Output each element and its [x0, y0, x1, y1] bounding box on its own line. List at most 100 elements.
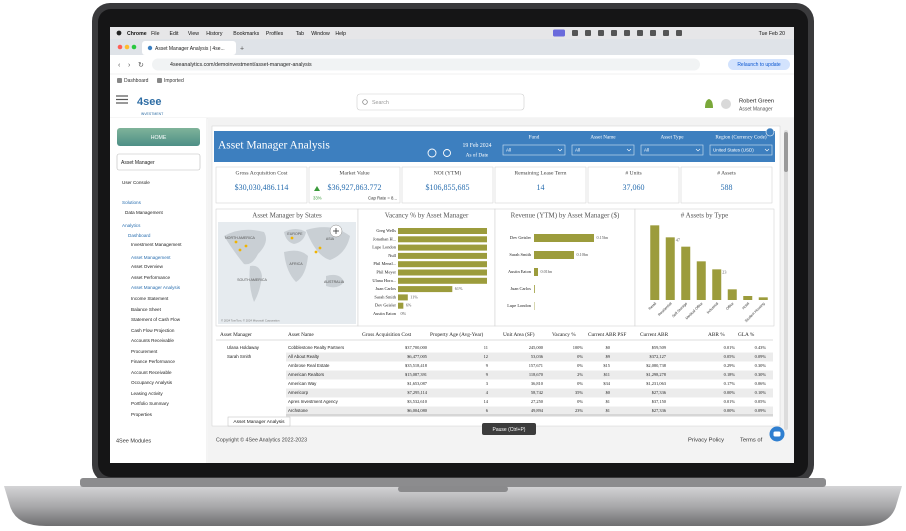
table-cell: 245,000 [529, 345, 544, 351]
nav-button[interactable]: ‹ [118, 62, 121, 69]
nav-item[interactable]: Asset Management [131, 255, 171, 260]
nav-item[interactable]: Analytics [122, 223, 141, 228]
window-control[interactable] [124, 44, 130, 50]
nav-item[interactable]: Leasing Activity [131, 391, 163, 396]
kpi-value: 588 [721, 183, 733, 192]
table-cell: $0 [606, 345, 611, 350]
menu-item[interactable]: Chrome [127, 31, 147, 37]
window-control[interactable] [131, 44, 137, 50]
bookmark[interactable]: Dashboard [124, 78, 149, 84]
nav-item[interactable]: Asset Performance [131, 275, 171, 280]
nav-item[interactable]: Balance Sheet [131, 307, 162, 312]
role-select-value[interactable]: Asset Manager [121, 160, 155, 166]
menu-item[interactable]: Edit [170, 31, 179, 37]
status-icon [572, 30, 578, 36]
chart-panel [357, 208, 496, 327]
filter-dropdown[interactable] [709, 144, 773, 156]
update-button[interactable]: Relaunch to update [737, 62, 781, 68]
nav-item[interactable]: Solutions [122, 200, 142, 205]
expand-icon[interactable] [765, 127, 775, 137]
nav-item[interactable]: Properties [131, 412, 153, 417]
search-icon [362, 99, 368, 105]
map-marker [238, 248, 242, 252]
menu-item[interactable]: Profiles [266, 31, 284, 37]
category-label: Jonathan H... [373, 236, 396, 241]
asset-cell: American Way [288, 381, 317, 386]
bookmark-icon [117, 78, 122, 83]
nav-item[interactable]: Statement of Cash Flow [131, 317, 181, 322]
nav-item[interactable]: Asset Overview [131, 264, 164, 269]
bar [398, 286, 453, 293]
nav-button[interactable]: ↻ [138, 62, 144, 69]
nav-item[interactable]: Cash Flow Projection [131, 328, 175, 333]
table-cell: 0% [577, 399, 583, 404]
kpi-card [308, 166, 401, 204]
nav-item[interactable]: Portfolio Summary [131, 401, 169, 406]
report-tab-label[interactable]: Asset Manager Analysis [233, 419, 285, 425]
omnibox[interactable] [152, 58, 700, 71]
new-tab[interactable]: + [240, 45, 244, 52]
filter-value[interactable]: All [506, 148, 511, 153]
filter-value[interactable]: United States (USD) [713, 148, 754, 153]
active-tab [142, 41, 236, 55]
nav-item[interactable]: Occupancy Analysis [131, 380, 173, 385]
tooltip [482, 423, 536, 435]
logo-sub: INVESTMENT [141, 112, 164, 116]
role-select[interactable] [116, 153, 201, 171]
menu-item[interactable]: File [151, 31, 159, 37]
category-label: Lupe London [507, 303, 532, 308]
nav-button[interactable]: › [128, 62, 131, 69]
filter-dropdown[interactable] [640, 144, 704, 156]
filter-value[interactable]: All [575, 148, 580, 153]
report-tab[interactable] [227, 416, 291, 427]
bell-icon[interactable] [705, 99, 713, 108]
table-cell: $7,295,114 [407, 390, 427, 396]
menu-item[interactable]: Help [335, 31, 346, 37]
nav-item[interactable]: User Console [122, 180, 150, 185]
nav-item[interactable]: Asset Manager Analysis [131, 285, 181, 290]
footer-link[interactable]: Terms of [740, 438, 763, 444]
nav-item[interactable]: Income Statement [131, 296, 169, 301]
table-cell: $59,509 [652, 345, 667, 351]
menu-item[interactable]: Tab [296, 31, 304, 37]
menu-item[interactable]: View [188, 31, 199, 37]
nav-item[interactable]: Accounts Receivable [131, 338, 174, 343]
filter-dropdown[interactable] [571, 144, 635, 156]
nav-item[interactable]: Data Management [125, 210, 164, 215]
nav-item[interactable]: Procurement [131, 349, 158, 354]
update-pill[interactable] [728, 59, 790, 70]
window-control[interactable] [117, 44, 123, 50]
home-button[interactable] [117, 128, 200, 146]
bookmark[interactable]: Imported [164, 78, 184, 84]
chart-panel [494, 208, 636, 327]
menu-item[interactable]: History [206, 31, 223, 37]
column-header: ABR % [708, 332, 725, 338]
modules-link[interactable]: 4See Modules [116, 438, 151, 444]
search-placeholder[interactable]: Search [372, 100, 389, 106]
kpi-label: Gross Acquisition Cost [236, 170, 288, 176]
url[interactable]: 4seeanalytics.com/demoinvestment/asset-m… [170, 62, 312, 68]
refresh-icon[interactable] [443, 149, 451, 157]
status-icon [637, 30, 643, 36]
menu-item[interactable]: Bookmarks [233, 31, 259, 37]
nav-item[interactable]: Finance Performance [131, 359, 175, 364]
nav-item[interactable]: Dashboard [128, 233, 151, 238]
search-box[interactable] [356, 93, 525, 111]
map-marker [290, 236, 294, 240]
bookmark-bar [110, 74, 794, 86]
filter-dropdown[interactable] [502, 144, 566, 156]
category-label: Phil Meyer [376, 270, 396, 275]
row-stripe [286, 388, 773, 398]
table-cell: 0% [577, 354, 583, 359]
home-button-label[interactable]: HOME [151, 135, 167, 141]
footer-link[interactable]: Privacy Policy [688, 438, 724, 444]
nav-item[interactable]: Account Receivable [131, 370, 172, 375]
filter-value[interactable]: All [644, 148, 649, 153]
info-icon[interactable] [427, 148, 437, 158]
nav-item[interactable]: Investment Management [131, 242, 182, 247]
bookmark-icon [157, 78, 162, 83]
menu-item[interactable]: Window [311, 31, 330, 37]
tab-title[interactable]: Asset Manager Analysis | 4se... [155, 46, 225, 52]
bar [534, 251, 574, 259]
table-cell: $11 [604, 372, 610, 377]
